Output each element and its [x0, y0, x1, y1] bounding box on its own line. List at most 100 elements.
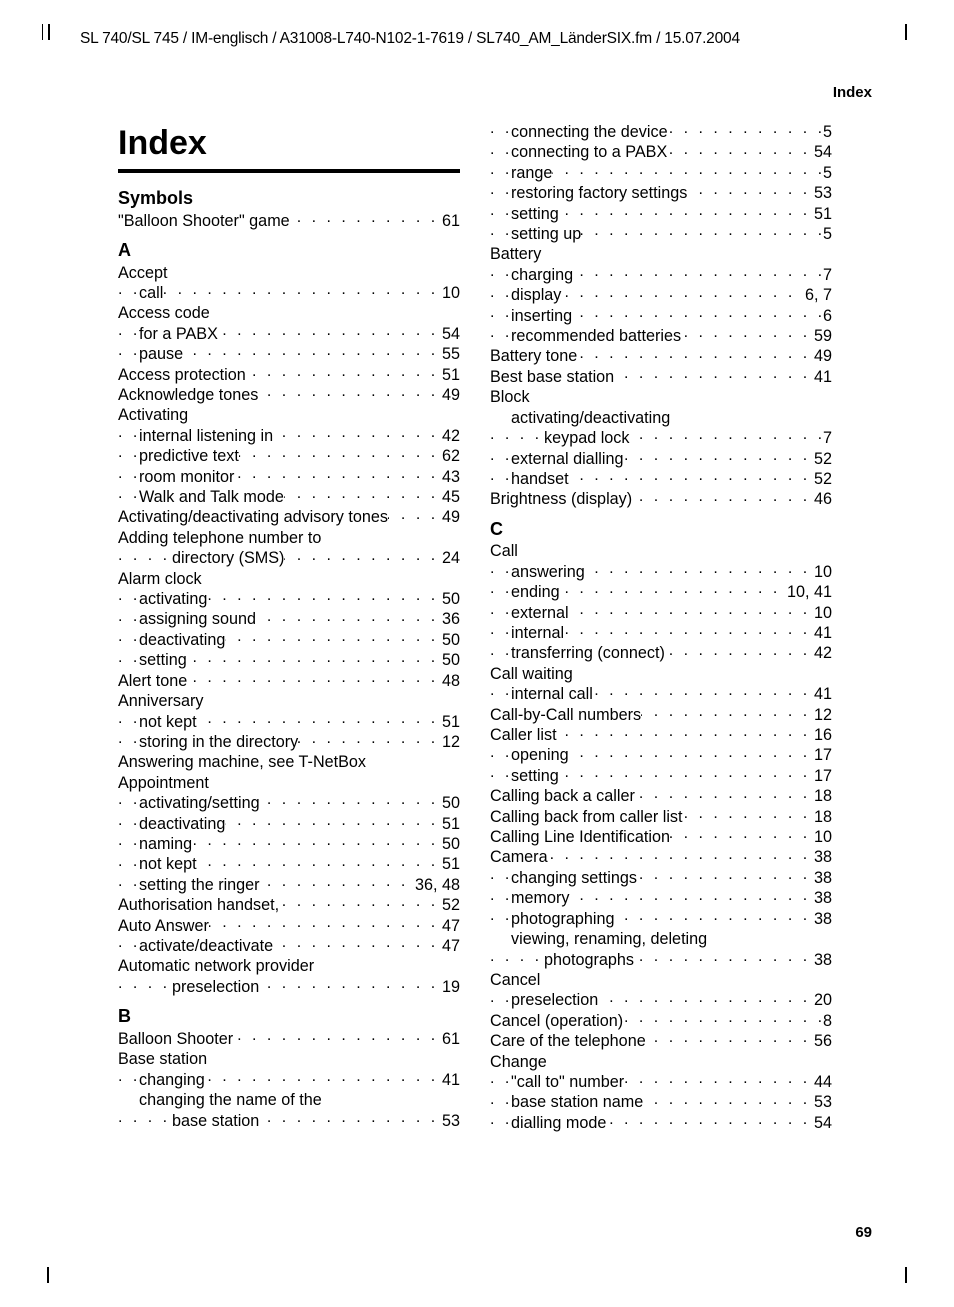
index-entry-page: 50 — [440, 650, 460, 670]
document-header: SL 740/SL 745 / IM-englisch / A31008-L74… — [80, 30, 874, 48]
index-entry-label: activate/deactivate — [139, 937, 273, 955]
index-entry-page: 50 — [440, 630, 460, 650]
index-entry-label: Acknowledge tones — [118, 386, 258, 404]
index-section-head: Symbols — [118, 187, 460, 210]
index-entry-page: 10, 41 — [785, 582, 832, 602]
index-entry-page: 12 — [440, 732, 460, 752]
index-entry: Base station — [118, 1049, 460, 1069]
index-entry: . . . . . . . . . . . . . . . . . . . . … — [490, 827, 832, 847]
index-entry-page: 50 — [440, 793, 460, 813]
index-entry-label: call — [139, 284, 163, 302]
index-entry-page: 43 — [440, 467, 460, 487]
right-column: . . . . . . . . . . . . . . . . . . . . … — [490, 122, 832, 1133]
index-entry-label: Call waiting — [490, 665, 573, 683]
index-entry-page: 38 — [812, 868, 832, 888]
index-entry: . . . . . . . . . . . . . . . . . . . . … — [118, 977, 460, 997]
index-entry: . . . . . . . . . . . . . . . . . . . . … — [118, 814, 460, 834]
index-entry-page: 5 — [821, 224, 832, 244]
index-entry-page: 49 — [440, 507, 460, 527]
index-entry-page: 51 — [440, 854, 460, 874]
index-entry-page: 5 — [821, 122, 832, 142]
index-entry: . . . . . . . . . . . . . . . . . . . . … — [490, 603, 832, 623]
index-entry-page: 56 — [812, 1031, 832, 1051]
index-entry: . . . . . . . . . . . . . . . . . . . . … — [118, 344, 460, 364]
index-entry-label: transferring (connect) — [511, 644, 665, 662]
index-entry-label: dialling mode — [511, 1114, 606, 1132]
index-entry-label: Cancel — [490, 971, 540, 989]
index-entry-label: predictive text — [139, 447, 239, 465]
crop-mark-br — [896, 1267, 912, 1283]
index-entry-label: Block — [490, 388, 530, 406]
index-entry: . . . . . . . . . . . . . . . . . . . . … — [118, 589, 460, 609]
index-entry-page: 53 — [440, 1111, 460, 1131]
index-entry-label: "Balloon Shooter" game — [118, 212, 290, 230]
index-entry-label: assigning sound — [139, 610, 256, 628]
index-entry: . . . . . . . . . . . . . . . . . . . . … — [118, 854, 460, 874]
index-entry: . . . . . . . . . . . . . . . . . . . . … — [490, 306, 832, 326]
index-entry-page: 54 — [812, 142, 832, 162]
index-entry-page: 7 — [821, 428, 832, 448]
index-entry-label: naming — [139, 835, 192, 853]
index-entry-label: Change — [490, 1053, 547, 1071]
index-entry-page: 44 — [812, 1072, 832, 1092]
index-entry-label: activating — [139, 590, 207, 608]
index-entry-page: 51 — [440, 814, 460, 834]
index-entry-label: setting the ringer — [139, 876, 260, 894]
index-entry: . . . . . . . . . . . . . . . . . . . . … — [490, 623, 832, 643]
index-entry: . . . . . . . . . . . . . . . . . . . . … — [118, 671, 460, 691]
index-entry-label: keypad lock — [544, 429, 629, 447]
index-entry-label: Camera — [490, 848, 548, 866]
index-entry: . . . . . . . . . . . . . . . . . . . . … — [490, 562, 832, 582]
index-entry-label: setting — [511, 767, 559, 785]
index-entry-label: display — [511, 286, 561, 304]
index-entry-label: restoring factory settings — [511, 184, 687, 202]
index-entry: Alarm clock — [118, 569, 460, 589]
index-entry: . . . . . . . . . . . . . . . . . . . . … — [490, 142, 832, 162]
index-entry-page: 8 — [821, 1011, 832, 1031]
index-entry-label: base station — [172, 1112, 259, 1130]
index-entry: . . . . . . . . . . . . . . . . . . . . … — [118, 283, 460, 303]
index-entry-label: pause — [139, 345, 183, 363]
index-entry-label: Activating/deactivating advisory tones — [118, 508, 388, 526]
index-entry-page: 24 — [440, 548, 460, 568]
left-column: Index Symbols. . . . . . . . . . . . . .… — [118, 122, 460, 1131]
index-entry-label: Alert tone — [118, 672, 187, 690]
index-entry-page: 49 — [812, 346, 832, 366]
index-entry: . . . . . . . . . . . . . . . . . . . . … — [490, 122, 832, 142]
index-entry: Access code — [118, 303, 460, 323]
index-entry: . . . . . . . . . . . . . . . . . . . . … — [118, 1111, 460, 1131]
index-entry: . . . . . . . . . . . . . . . . . . . . … — [118, 895, 460, 915]
index-entry-label: preselection — [511, 991, 598, 1009]
crop-mark-tr — [896, 24, 912, 40]
index-entry-label: not kept — [139, 713, 197, 731]
index-entry: . . . . . . . . . . . . . . . . . . . . … — [118, 650, 460, 670]
index-entry: . . . . . . . . . . . . . . . . . . . . … — [118, 916, 460, 936]
index-entry: . . . . . . . . . . . . . . . . . . . . … — [490, 163, 832, 183]
index-entry-label: deactivating — [139, 815, 225, 833]
index-entry-label: changing the name of the — [139, 1091, 322, 1109]
index-entry-page: 61 — [440, 1029, 460, 1049]
index-entry-label: Appointment — [118, 774, 209, 792]
index-entry-label: for a PABX — [139, 325, 218, 343]
index-entry: . . . . . . . . . . . . . . . . . . . . … — [490, 766, 832, 786]
index-entry-page: 51 — [812, 204, 832, 224]
index-entry: . . . . . . . . . . . . . . . . . . . . … — [490, 204, 832, 224]
index-entry: . . . . . . . . . . . . . . . . . . . . … — [490, 786, 832, 806]
index-entry: . . . . . . . . . . . . . . . . . . . . … — [490, 950, 832, 970]
index-entry: . . . . . . . . . . . . . . . . . . . . … — [490, 847, 832, 867]
index-entry: . . . . . . . . . . . . . . . . . . . . … — [118, 609, 460, 629]
index-entry: . . . . . . . . . . . . . . . . . . . . … — [490, 346, 832, 366]
index-entry-label: inserting — [511, 307, 572, 325]
index-entry: . . . . . . . . . . . . . . . . . . . . … — [490, 367, 832, 387]
index-entry-page: 51 — [440, 365, 460, 385]
index-entry: . . . . . . . . . . . . . . . . . . . . … — [118, 365, 460, 385]
index-entry-label: Brightness (display) — [490, 490, 632, 508]
index-entry-label: deactivating — [139, 631, 225, 649]
index-entry-label: Calling back from caller list — [490, 808, 683, 826]
index-entry-page: 19 — [440, 977, 460, 997]
index-entry: Adding telephone number to — [118, 528, 460, 548]
index-entry: . . . . . . . . . . . . . . . . . . . . … — [490, 285, 832, 305]
index-entry: . . . . . . . . . . . . . . . . . . . . … — [490, 326, 832, 346]
page-content: Index Symbols. . . . . . . . . . . . . .… — [118, 122, 872, 1207]
index-entry-label: Auto Answer — [118, 917, 209, 935]
